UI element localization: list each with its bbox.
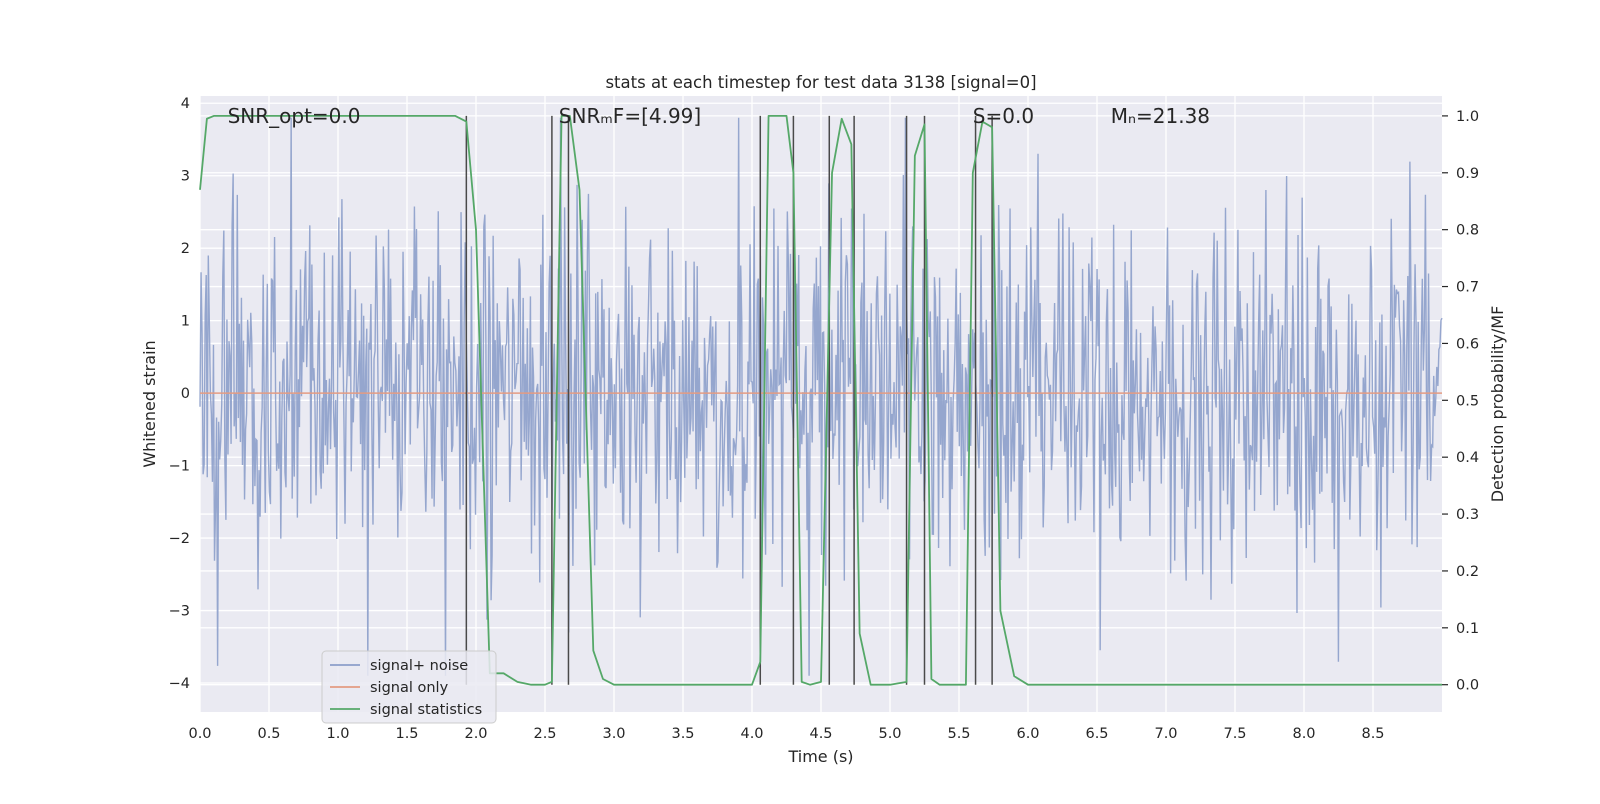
y-left-tick-label-2: 2 [181,241,190,257]
vertical-markers [465,115,993,685]
y-right-tick-label-0: 1.0 [1456,109,1479,125]
legend-box [321,650,497,724]
chart-title: stats at each timestep for test data 313… [605,73,1036,92]
y-right-tick-label-1: 0.9 [1456,166,1479,182]
x-tick-label-10: 5.0 [878,726,901,742]
x-tick-labels: 0.0 0.5 1.0 1.5 2.0 2.5 3.0 3.5 4.0 4.5 5.0 5.5 6.0 6… [188,726,1384,742]
y-left-tick-label-1: 3 [181,169,190,185]
y-right-tick-label-10: 0.0 [1456,678,1479,694]
y-left-tick-label-8: −4 [169,676,190,692]
x-tick-label-17: 8.5 [1361,726,1384,742]
annotation-snr-opt: SNR_opt=0.0 [228,104,361,128]
y-left-tick-label-6: −2 [169,531,190,547]
legend: signal+ noise signal only signal statistic… [321,650,497,724]
x-axis-title: Time (s) [787,747,853,766]
legend-label-0: signal+ noise [370,658,468,674]
x-tick-label-4: 2.0 [464,726,487,742]
y-right-tick-label-8: 0.2 [1456,564,1479,580]
y-left-tick-label-7: −3 [169,604,190,620]
series-line-signal-noise [199,117,1443,676]
y-left-tick-labels: 4 3 2 1 0 −1 −2 −3 −4 [169,96,190,692]
y-right-tick-label-5: 0.5 [1456,393,1479,409]
series-signal-statistics [199,115,1442,686]
x-tick-label-9: 4.5 [809,726,832,742]
x-tick-label-0: 0.0 [188,726,211,742]
x-tick-label-13: 6.5 [1085,726,1108,742]
x-tick-label-12: 6.0 [1016,726,1039,742]
legend-label-1: signal only [370,680,449,696]
x-tick-label-16: 8.0 [1292,726,1315,742]
x-tick-label-6: 3.0 [602,726,625,742]
annotations: SNR_opt=0.0 SNRₘF=[4.99] S=0.0 Mₙ=21.38 [228,104,1210,128]
x-tick-label-1: 0.5 [257,726,280,742]
y-right-tick-label-9: 0.1 [1456,621,1479,637]
x-tick-label-14: 7.0 [1154,726,1177,742]
y-right-tick-labels: 1.0 0.9 0.8 0.7 0.6 0.5 0.4 0.3 0.2 0.1 0.0 [1456,109,1479,694]
series-signal-noise [199,117,1443,676]
y-left-tick-label-5: −1 [169,459,190,475]
x-tick-label-5: 2.5 [533,726,556,742]
y-left-tick-label-0: 4 [181,96,190,112]
series-line-signal-statistics [199,115,1442,686]
annotation-snr-mf: SNRₘF=[4.99] [559,104,701,128]
x-tick-label-8: 4.0 [740,726,763,742]
y-right-tick-label-7: 0.3 [1456,507,1479,523]
y-right-tick-label-4: 0.6 [1456,336,1479,352]
x-tick-label-2: 1.0 [326,726,349,742]
x-tick-label-11: 5.5 [947,726,970,742]
x-tick-label-3: 1.5 [395,726,418,742]
x-tick-label-7: 3.5 [671,726,694,742]
x-tick-label-15: 7.5 [1223,726,1246,742]
annotation-s: S=0.0 [973,104,1034,128]
y-right-tick-label-2: 0.8 [1456,223,1479,239]
legend-label-2: signal statistics [370,702,482,718]
y-right-axis-title: Detection probability/MF [1488,306,1507,503]
y-right-tick-label-3: 0.7 [1456,280,1479,296]
y-left-tick-label-4: 0 [181,386,190,402]
y-right-tick-label-6: 0.4 [1456,450,1479,466]
y-left-tick-label-3: 1 [181,314,190,330]
y-left-axis-title: Whitened strain [140,340,159,467]
annotation-mc: Mₙ=21.38 [1111,104,1210,128]
